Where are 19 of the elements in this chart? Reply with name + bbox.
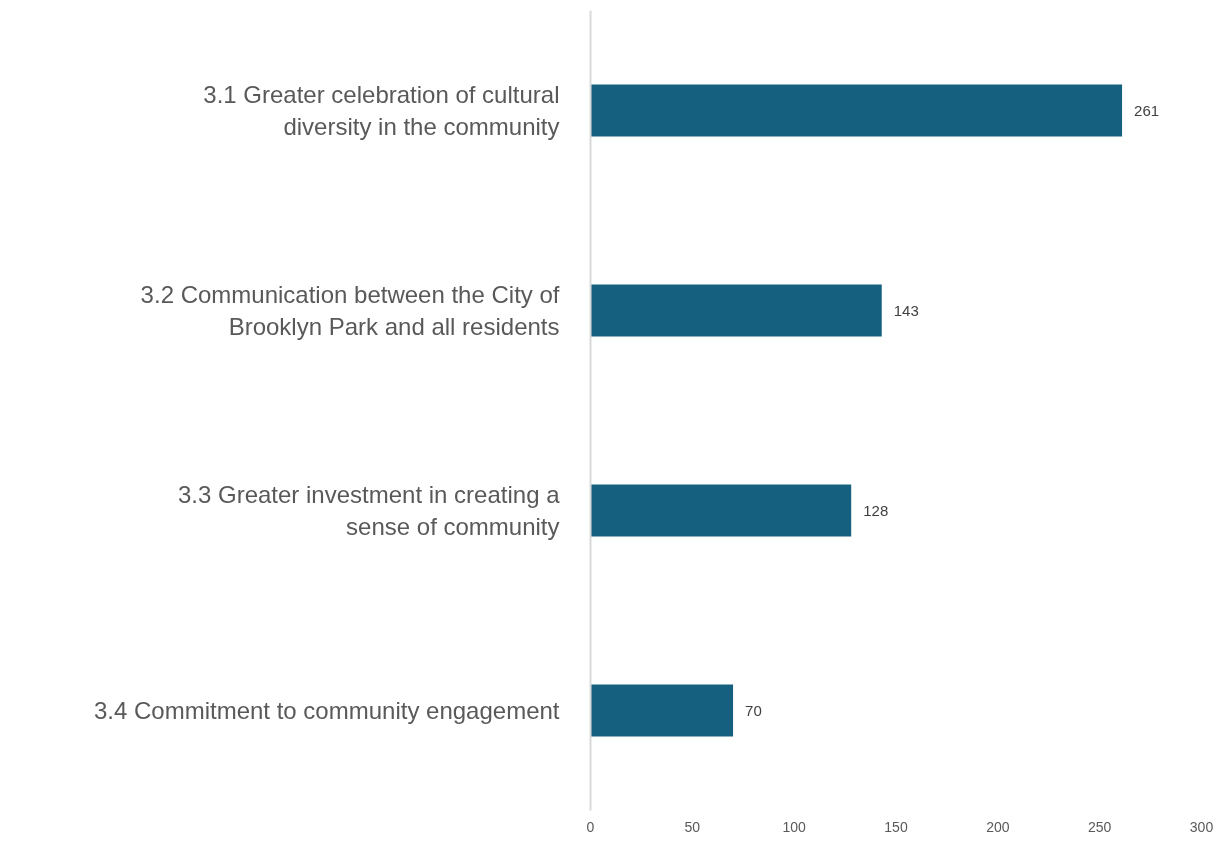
bar [590,684,734,737]
data-label: 143 [893,301,919,319]
y-tick-label: 3.2 Communication between the City of Brooklyn Park and all residents [140,280,560,341]
bar [590,484,852,537]
data-label: 261 [1134,101,1160,119]
bar [590,284,882,337]
x-tick-label: 150 [884,818,908,835]
x-tick-label: 300 [1189,818,1214,835]
x-tick-label: 200 [986,818,1010,835]
x-tick-label: 250 [1087,818,1112,835]
y-tick-label: 3.4 Commitment to community engagement [93,697,560,724]
x-tick-label: 100 [782,818,807,835]
x-tick-label: 0 [586,818,595,835]
data-label: 70 [745,701,762,719]
bar [590,84,1123,137]
y-tick-label: 3.1 Greater celebration of cultural diversity in the community [203,80,560,141]
x-tick-label: 50 [684,818,701,835]
y-tick-label: 3.3 Greater investment in creating a sense of community [177,480,561,541]
data-label: 128 [863,501,889,519]
